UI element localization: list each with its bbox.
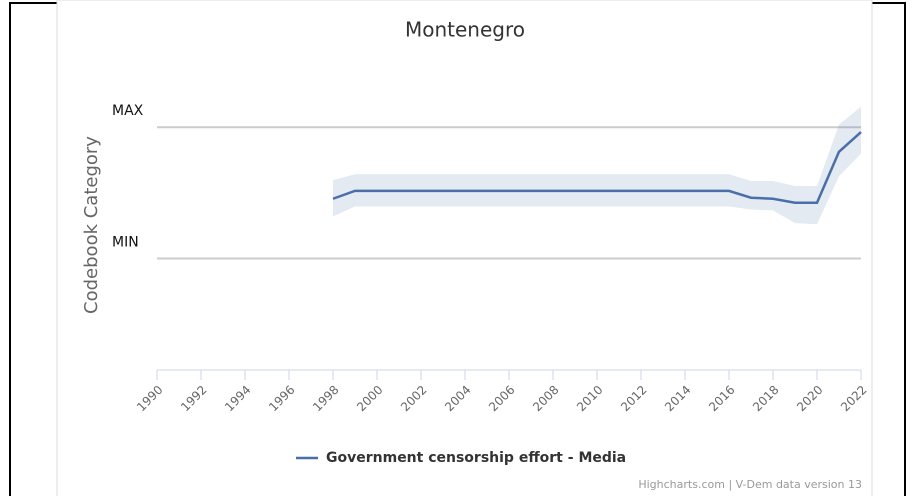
y-tick-label: MIN [112,234,139,250]
series-line [332,131,862,204]
y-tick-label: MAX [112,103,144,119]
legend-label: Government censorship effort - Media [326,450,626,466]
credits: Highcharts.com | V-Dem data version 13 [638,478,862,491]
chart-title: Montenegro [405,18,525,42]
y-axis-title: Codebook Category [81,136,102,314]
chart-panel [56,0,873,496]
confidence-band [333,106,861,225]
